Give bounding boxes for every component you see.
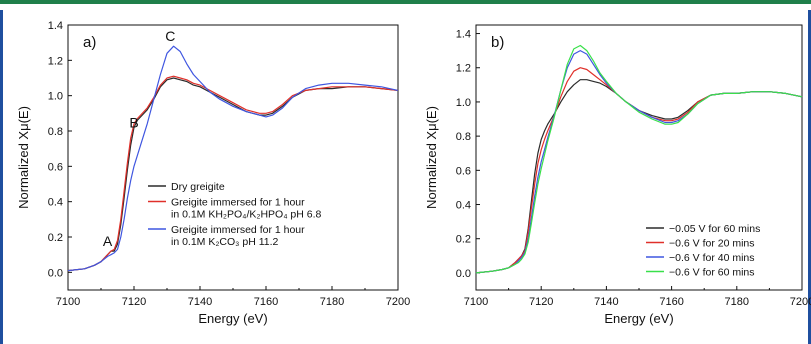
x-tick-label: 7180 [725, 296, 749, 308]
x-tick-label: 7200 [386, 296, 410, 308]
y-tick-label: 1.4 [456, 29, 471, 41]
figure-left-border [0, 10, 3, 344]
peak-annotation: A [103, 233, 113, 249]
x-tick-label: 7180 [320, 296, 344, 308]
legend-entry: Dry greigite [171, 181, 225, 193]
y-tick-label: 0.2 [456, 234, 471, 246]
x-tick-label: 7200 [790, 296, 811, 308]
y-tick-label: 0.6 [456, 165, 471, 177]
x-axis-label: Energy (eV) [604, 311, 673, 326]
series-line-2 [475, 67, 803, 274]
legend-entry: Greigite immersed for 1 hour [171, 197, 305, 209]
y-tick-label: 1.0 [48, 91, 63, 103]
series-line-3 [67, 45, 399, 272]
y-tick-label: 0.4 [48, 197, 63, 209]
legend-entry: in 0.1M K₂CO₃ pH 11.2 [171, 236, 279, 248]
figure-top-accent-line [0, 0, 811, 4]
peak-annotation: B [129, 114, 138, 130]
y-tick-label: 0.2 [48, 232, 63, 244]
y-tick-label: 0.6 [48, 161, 63, 173]
series-line-1 [67, 77, 399, 272]
y-axis-label: Normalized Xμ(E) [424, 106, 439, 209]
figure-top-border [0, 0, 811, 10]
legend-entry: in 0.1M KH₂PO₄/K₂HPO₄ pH 6.8 [171, 209, 322, 221]
panel-label: b) [491, 34, 504, 51]
x-axis-label: Energy (eV) [198, 311, 267, 326]
y-tick-label: 1.2 [48, 55, 63, 67]
x-tick-label: 7160 [254, 296, 278, 308]
x-tick-label: 7100 [464, 296, 488, 308]
x-tick-label: 7120 [122, 296, 146, 308]
legend-entry: Greigite immersed for 1 hour [171, 224, 305, 236]
y-tick-label: 1.2 [456, 63, 471, 75]
legend-entry: −0.6 V for 40 mins [669, 252, 755, 264]
x-tick-label: 7120 [529, 296, 553, 308]
y-tick-label: 0.8 [48, 126, 63, 138]
panel-label: a) [83, 34, 96, 51]
legend-entry: −0.05 V for 60 mins [669, 223, 760, 235]
y-tick-label: 0.0 [456, 268, 471, 280]
series-line-4 [475, 44, 803, 274]
peak-annotation: C [165, 28, 175, 44]
y-axis-label: Normalized Xμ(E) [16, 106, 31, 209]
y-tick-label: 1.0 [456, 97, 471, 109]
legend-entry: −0.6 V for 20 mins [669, 238, 755, 250]
x-tick-label: 7140 [188, 296, 212, 308]
legend-entry: −0.6 V for 60 mins [669, 267, 755, 279]
y-tick-label: 0.4 [456, 200, 471, 212]
x-tick-label: 7100 [56, 296, 80, 308]
x-tick-label: 7160 [659, 296, 683, 308]
y-tick-label: 1.4 [48, 20, 63, 32]
x-tick-label: 7140 [594, 296, 618, 308]
y-tick-label: 0.8 [456, 131, 471, 143]
figure-right-border [808, 10, 811, 344]
y-tick-label: 0.0 [48, 267, 63, 279]
